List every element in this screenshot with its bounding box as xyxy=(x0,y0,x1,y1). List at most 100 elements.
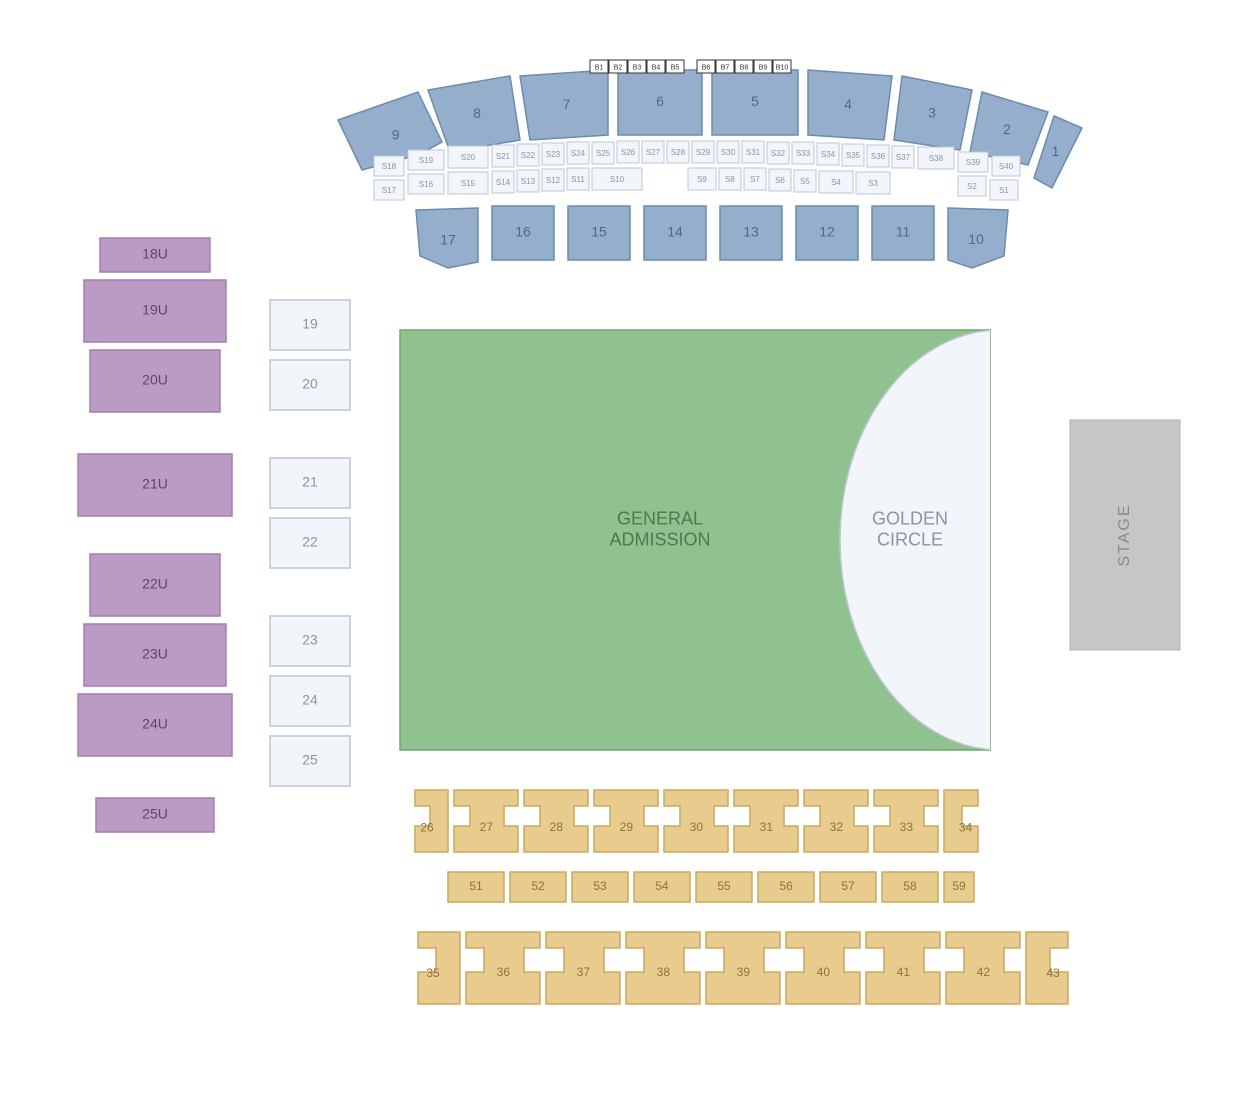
svg-text:S32: S32 xyxy=(771,149,786,158)
svg-text:11: 11 xyxy=(896,224,911,240)
svg-text:20U: 20U xyxy=(142,372,168,388)
svg-text:S13: S13 xyxy=(521,177,536,186)
svg-text:B2: B2 xyxy=(614,64,623,71)
svg-text:16: 16 xyxy=(515,224,531,240)
svg-text:B7: B7 xyxy=(721,64,730,71)
svg-text:34: 34 xyxy=(959,821,973,835)
svg-text:51: 51 xyxy=(469,879,483,893)
svg-text:S3: S3 xyxy=(868,179,878,188)
svg-text:B1: B1 xyxy=(595,64,604,71)
seating-map: 9876543211716151413121110S18S19S20S21S22… xyxy=(0,0,1244,1098)
svg-text:25: 25 xyxy=(302,752,318,768)
svg-text:19: 19 xyxy=(302,316,318,332)
svg-text:23U: 23U xyxy=(142,646,168,662)
svg-text:S40: S40 xyxy=(999,162,1014,171)
svg-text:9: 9 xyxy=(392,127,400,143)
svg-text:29: 29 xyxy=(620,820,634,834)
svg-text:38: 38 xyxy=(657,965,671,979)
svg-text:B4: B4 xyxy=(652,64,661,71)
svg-text:S6: S6 xyxy=(775,176,785,185)
svg-text:24U: 24U xyxy=(142,716,168,732)
svg-text:12: 12 xyxy=(819,224,835,240)
svg-text:37: 37 xyxy=(577,965,591,979)
svg-text:S7: S7 xyxy=(750,175,760,184)
svg-text:26: 26 xyxy=(420,821,434,835)
svg-text:21: 21 xyxy=(302,474,318,490)
svg-text:S30: S30 xyxy=(721,148,736,157)
svg-text:S31: S31 xyxy=(746,148,761,157)
svg-text:32: 32 xyxy=(830,820,844,834)
svg-text:28: 28 xyxy=(550,820,564,834)
svg-text:1: 1 xyxy=(1052,143,1060,159)
svg-text:S2: S2 xyxy=(967,182,977,191)
svg-text:S29: S29 xyxy=(696,148,711,157)
svg-text:S23: S23 xyxy=(546,150,561,159)
svg-text:23: 23 xyxy=(302,632,318,648)
svg-text:42: 42 xyxy=(977,965,991,979)
svg-text:S38: S38 xyxy=(929,154,944,163)
svg-text:31: 31 xyxy=(760,820,774,834)
svg-text:15: 15 xyxy=(591,224,607,240)
svg-text:S39: S39 xyxy=(966,158,981,167)
svg-text:4: 4 xyxy=(844,96,852,112)
svg-text:GOLDENCIRCLE: GOLDENCIRCLE xyxy=(872,508,948,549)
svg-text:S14: S14 xyxy=(496,178,511,187)
svg-text:S34: S34 xyxy=(821,150,836,159)
svg-text:5: 5 xyxy=(751,93,759,109)
svg-text:40: 40 xyxy=(817,965,831,979)
svg-text:B5: B5 xyxy=(671,64,680,71)
svg-text:S25: S25 xyxy=(596,149,611,158)
svg-text:8: 8 xyxy=(473,105,481,121)
svg-text:B9: B9 xyxy=(759,64,768,71)
svg-text:S22: S22 xyxy=(521,151,536,160)
svg-text:B6: B6 xyxy=(702,64,711,71)
svg-text:S24: S24 xyxy=(571,149,586,158)
svg-text:36: 36 xyxy=(497,965,511,979)
svg-text:6: 6 xyxy=(656,93,664,109)
svg-text:33: 33 xyxy=(900,820,914,834)
svg-text:22U: 22U xyxy=(142,576,168,592)
svg-text:S15: S15 xyxy=(461,179,476,188)
svg-text:13: 13 xyxy=(743,224,759,240)
svg-text:S35: S35 xyxy=(846,151,861,160)
svg-text:58: 58 xyxy=(903,879,917,893)
svg-text:S10: S10 xyxy=(610,175,625,184)
svg-text:57: 57 xyxy=(841,879,855,893)
svg-text:56: 56 xyxy=(779,879,793,893)
svg-text:53: 53 xyxy=(593,879,607,893)
svg-text:18U: 18U xyxy=(142,246,168,262)
svg-text:7: 7 xyxy=(563,96,571,112)
svg-text:35: 35 xyxy=(426,966,440,980)
svg-text:B10: B10 xyxy=(776,64,789,71)
svg-text:S17: S17 xyxy=(382,186,397,195)
svg-text:10: 10 xyxy=(968,231,984,247)
svg-text:24: 24 xyxy=(302,692,318,708)
svg-text:S36: S36 xyxy=(871,152,886,161)
svg-text:S18: S18 xyxy=(382,162,397,171)
svg-text:B3: B3 xyxy=(633,64,642,71)
svg-text:S9: S9 xyxy=(697,175,707,184)
svg-text:41: 41 xyxy=(897,965,911,979)
svg-text:30: 30 xyxy=(690,820,704,834)
svg-text:STAGE: STAGE xyxy=(1116,503,1133,566)
svg-text:GENERALADMISSION: GENERALADMISSION xyxy=(609,508,710,549)
svg-text:43: 43 xyxy=(1046,966,1060,980)
svg-text:27: 27 xyxy=(480,820,494,834)
svg-text:52: 52 xyxy=(531,879,545,893)
svg-text:20: 20 xyxy=(302,376,318,392)
svg-text:17: 17 xyxy=(440,232,456,248)
svg-text:59: 59 xyxy=(952,879,966,893)
svg-text:S26: S26 xyxy=(621,148,636,157)
svg-text:S33: S33 xyxy=(796,149,811,158)
svg-text:S20: S20 xyxy=(461,153,476,162)
svg-text:14: 14 xyxy=(667,224,683,240)
svg-text:22: 22 xyxy=(302,534,318,550)
svg-text:S11: S11 xyxy=(571,175,585,184)
svg-text:S12: S12 xyxy=(546,176,561,185)
svg-text:S28: S28 xyxy=(671,148,686,157)
svg-text:S37: S37 xyxy=(896,153,911,162)
svg-text:S27: S27 xyxy=(646,148,661,157)
svg-text:19U: 19U xyxy=(142,302,168,318)
svg-text:S1: S1 xyxy=(999,186,1009,195)
svg-text:2: 2 xyxy=(1003,121,1011,137)
